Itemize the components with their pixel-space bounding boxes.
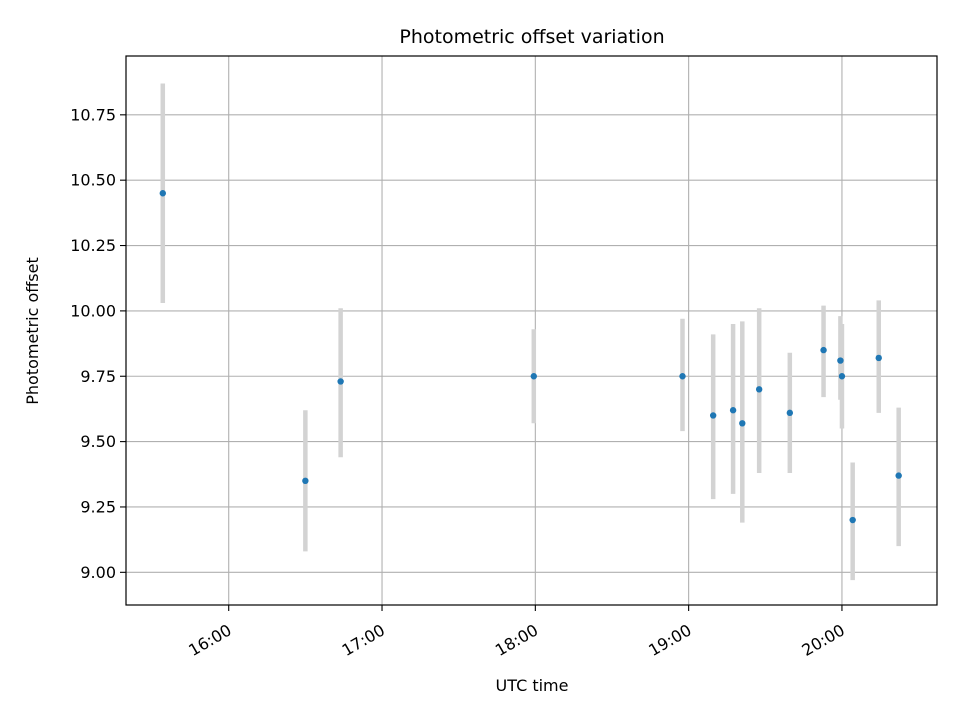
data-point	[729, 407, 737, 414]
data-point	[709, 412, 717, 419]
data-points	[159, 190, 902, 524]
data-point	[337, 378, 344, 385]
x-tick-label: 18:00	[492, 620, 541, 660]
x-tick-label: 20:00	[799, 620, 848, 660]
y-tick-label: 9.50	[80, 432, 116, 451]
y-tick-label: 9.25	[80, 497, 116, 516]
data-point	[849, 516, 856, 524]
y-tick-label: 10.25	[70, 236, 116, 255]
grid	[126, 56, 937, 605]
data-point	[786, 409, 794, 417]
error-bars	[160, 83, 901, 581]
data-point	[755, 386, 763, 393]
x-tick-label: 16:00	[185, 620, 234, 660]
data-point	[820, 346, 827, 354]
y-axis-ticks: 9.00 9.25 9.50 9.75 10.00 10.25 10.50 10.75	[70, 105, 126, 582]
y-tick-label: 10.75	[70, 105, 116, 124]
data-point	[837, 357, 844, 364]
data-point	[159, 190, 166, 197]
chart-title: Photometric offset variation	[399, 26, 664, 48]
data-point	[895, 472, 902, 479]
y-tick-label: 9.00	[80, 563, 116, 582]
data-point	[679, 373, 686, 380]
data-point	[875, 354, 882, 362]
y-tick-label: 10.00	[70, 301, 116, 320]
y-tick-label: 9.75	[80, 367, 116, 386]
data-point	[302, 477, 309, 485]
plot-area-frame	[125, 55, 938, 606]
y-axis-label: Photometric offset	[23, 257, 42, 405]
x-tick-label: 17:00	[339, 620, 388, 660]
y-tick-label: 10.50	[70, 171, 116, 190]
data-point	[838, 373, 846, 380]
data-point	[739, 420, 746, 427]
data-point	[530, 373, 537, 380]
x-axis-label: UTC time	[496, 676, 569, 695]
x-axis-ticks: 16:00 17:00 18:00 19:00 20:00	[185, 605, 848, 660]
x-tick-label: 19:00	[645, 620, 694, 660]
